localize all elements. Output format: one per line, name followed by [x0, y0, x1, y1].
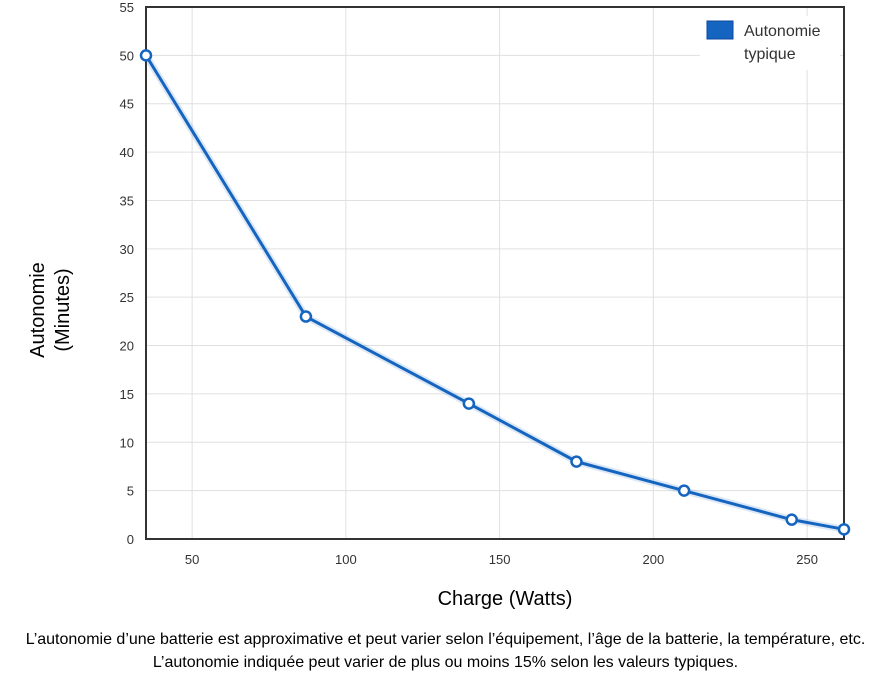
y-tick-label: 20: [120, 339, 134, 354]
y-tick-label: 40: [120, 145, 134, 160]
data-point: [570, 455, 583, 468]
data-point: [139, 49, 153, 62]
y-axis-title: Autonomie (Minutes): [27, 262, 74, 358]
y-tick-label: 0: [127, 532, 134, 547]
plot-border: [145, 6, 845, 540]
x-tick-label: 200: [643, 552, 665, 567]
y-tick-label: 30: [120, 242, 134, 257]
y-tick-label: 45: [120, 97, 134, 112]
x-tick-label: 250: [796, 552, 818, 567]
x-tick-label: 50: [185, 552, 199, 567]
plot-area: [146, 7, 844, 539]
x-tick-label: 100: [335, 552, 357, 567]
footnote: L’autonomie d’une batterie est approxima…: [25, 631, 866, 671]
y-tick-label: 50: [120, 48, 134, 63]
chart: 0 5 10 15 20 25 30 35 40 45 50 55 50 100 150 200 250 Auto…: [27, 0, 851, 610]
y-tick-label: 15: [120, 387, 134, 402]
y-tick-label: 10: [120, 435, 134, 450]
data-point: [837, 523, 851, 536]
line-chart: 0 5 10 15 20 25 30 35 40 45 50 55 50 100 150 200 250 Auto…: [27, 0, 851, 610]
y-tick-label: 55: [120, 0, 134, 15]
y-axis-title-line: Autonomie: [27, 262, 49, 358]
legend-label: Autonomie: [744, 23, 821, 40]
data-point: [462, 397, 476, 410]
data-point: [785, 513, 798, 526]
y-tick-label: 25: [120, 290, 134, 305]
y-tick-label: 5: [127, 484, 134, 499]
legend-label: typique: [744, 46, 796, 63]
x-tick-label: 150: [489, 552, 511, 567]
legend-swatch: [706, 20, 734, 40]
data-point: [299, 310, 313, 323]
y-tick-label: 35: [120, 193, 134, 208]
data-point: [677, 484, 691, 497]
y-axis-title-line: (Minutes): [52, 268, 74, 351]
x-axis-title: Charge (Watts): [438, 588, 573, 610]
